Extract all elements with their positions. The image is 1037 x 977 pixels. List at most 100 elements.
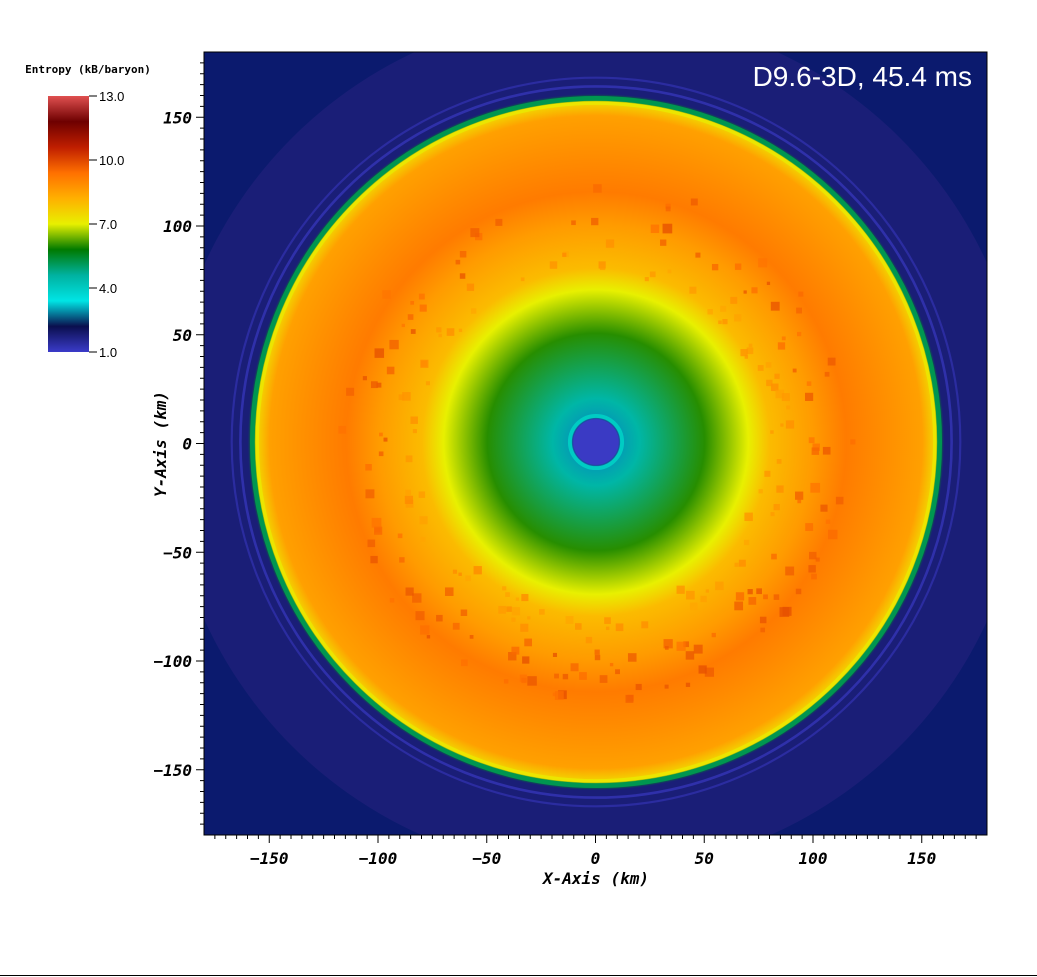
convective-patch (407, 314, 414, 320)
convective-patch (585, 636, 593, 644)
convective-patch (527, 616, 531, 620)
shock-ring-teal (249, 95, 943, 789)
convective-patch (419, 304, 427, 312)
convective-patch (766, 281, 771, 285)
convective-patch (690, 198, 698, 206)
convective-patch (436, 327, 442, 333)
x-tick-label: −150 (250, 849, 289, 868)
convective-patch (362, 376, 367, 381)
convective-patch (410, 416, 418, 424)
chart-title: D9.6-3D, 45.4 ms (753, 61, 972, 92)
colorbar-tick-label: 10.0 (99, 153, 124, 168)
convective-patch (452, 569, 458, 574)
y-tick-label: 0 (182, 435, 192, 454)
convective-patch (404, 495, 414, 504)
convective-patch (379, 432, 383, 437)
convective-patch (458, 572, 462, 576)
convective-patch (685, 651, 695, 660)
convective-patch (776, 485, 784, 493)
colorbar-tick-label: 1.0 (99, 345, 117, 360)
x-tick-label: 150 (907, 849, 936, 868)
convective-patch (554, 673, 559, 679)
convective-patch (565, 616, 574, 625)
core-disk (573, 419, 619, 465)
colorbar-tick-label: 4.0 (99, 281, 117, 296)
convective-patch (711, 632, 716, 638)
y-axis-title: Y-Axis (km) (151, 391, 170, 497)
convective-patch (698, 665, 707, 674)
y-tick-label: 50 (173, 326, 192, 345)
convective-patch (378, 451, 384, 457)
convective-patch (770, 301, 780, 311)
convective-patch (738, 559, 746, 567)
convective-patch (415, 611, 425, 621)
convective-patch (676, 641, 686, 651)
convective-patch (412, 593, 422, 603)
convective-patch (418, 293, 425, 300)
convective-patch (820, 504, 828, 512)
convective-patch (707, 309, 713, 315)
convective-patch (412, 429, 417, 434)
convective-patch (521, 677, 527, 684)
convective-patch (770, 430, 774, 434)
convective-patch (594, 649, 600, 655)
convective-patch (452, 622, 460, 630)
convective-patch (520, 623, 529, 632)
convective-patch (562, 673, 569, 680)
convective-patch (522, 656, 530, 664)
colorbar: Entropy (kB/baryon) 13.0 10.0 7.0 4.0 1.0 (25, 63, 151, 360)
convective-patch (734, 263, 742, 270)
convective-patch (811, 447, 820, 455)
convective-patch (781, 393, 790, 402)
convective-patch (764, 470, 771, 477)
convective-patch (804, 392, 814, 401)
colorbar-ticks: 13.0 10.0 7.0 4.0 1.0 (89, 89, 124, 360)
convective-patch (770, 383, 779, 392)
convective-patch (828, 529, 838, 540)
convective-patch (744, 355, 749, 359)
convective-patch (420, 536, 426, 542)
colorbar-title: Entropy (kB/baryon) (25, 63, 151, 76)
y-tick-label: −100 (153, 652, 192, 671)
convective-patch (827, 357, 836, 366)
y-tick-label: −150 (153, 761, 192, 780)
convective-patch (502, 586, 507, 591)
convective-patch (370, 381, 378, 389)
convective-patch (575, 623, 582, 630)
convective-patch (426, 635, 431, 639)
convective-patch (399, 557, 405, 563)
convective-patch (770, 512, 775, 517)
convective-patch (420, 625, 430, 635)
convective-patch (756, 588, 762, 595)
convective-patch (792, 368, 797, 373)
convective-patch (365, 489, 375, 499)
convective-patch (664, 646, 669, 650)
convective-patch (419, 516, 428, 525)
convective-patch (743, 290, 747, 294)
plot-area (204, 52, 987, 835)
convective-patch (505, 592, 510, 597)
convective-patch (676, 585, 685, 594)
convective-patch (401, 323, 405, 328)
convective-patch (420, 359, 429, 368)
convective-patch (773, 503, 780, 511)
convective-patch (689, 286, 697, 294)
convective-patch (520, 277, 525, 282)
convective-patch (774, 373, 780, 379)
convective-patch (511, 617, 516, 622)
convective-patch (460, 609, 468, 617)
convective-patch (720, 305, 727, 312)
convective-patch (367, 539, 376, 548)
convective-patch (815, 557, 820, 562)
convective-patch (689, 602, 698, 611)
convective-patch (524, 638, 533, 647)
convective-patch (700, 595, 707, 603)
convective-patch (371, 517, 382, 528)
convective-patch (365, 463, 372, 471)
convective-patch (744, 512, 753, 522)
convective-patch (370, 555, 378, 564)
convective-patch (664, 684, 669, 689)
convective-patch (605, 626, 610, 631)
convective-patch (405, 455, 413, 463)
